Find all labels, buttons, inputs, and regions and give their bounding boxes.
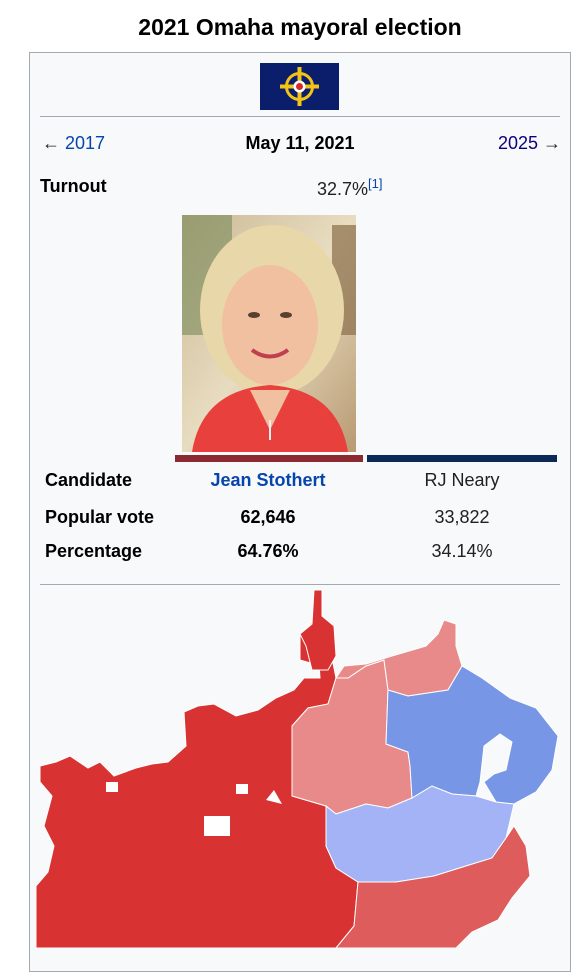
map-region-south-east — [335, 825, 531, 948]
candidate-color-bar-stothert — [175, 455, 363, 462]
map-region-north — [299, 589, 337, 671]
candidate-label: Candidate — [45, 470, 133, 490]
popular-vote-label: Popular vote — [45, 507, 155, 527]
candidate-photo[interactable] — [182, 215, 356, 452]
election-date: May 11, 2021 — [245, 133, 355, 153]
omaha-flag-icon[interactable] — [260, 63, 339, 110]
percentage-label: Percentage — [45, 541, 143, 561]
previous-election-link[interactable]: ← 2017 — [42, 133, 105, 154]
turnout-label: Turnout — [40, 176, 107, 196]
candidate-name-neary: RJ Neary — [424, 470, 500, 490]
turnout-percent: 32.7% — [317, 179, 369, 199]
map-region-light-red-ne — [335, 619, 463, 697]
reference-link[interactable]: [1] — [368, 176, 383, 191]
percentage-stothert: 64.76% — [237, 541, 299, 561]
arrow-left-icon: ← — [42, 133, 60, 153]
results-map[interactable] — [36, 586, 564, 948]
previous-year[interactable]: 2017 — [65, 133, 106, 153]
next-election-link[interactable]: 2025 → — [498, 133, 561, 154]
turnout-value: 32.7%[1] — [317, 176, 383, 200]
map-region-west — [36, 615, 359, 948]
candidate-color-bar-neary — [367, 455, 557, 462]
votes-stothert: 62,646 — [240, 507, 296, 527]
divider — [40, 116, 560, 117]
candidate-name-stothert[interactable]: Jean Stothert — [210, 470, 326, 490]
next-year[interactable]: 2025 — [497, 133, 538, 153]
votes-neary: 33,822 — [434, 507, 490, 527]
page-title: 2021 Omaha mayoral election — [138, 14, 462, 40]
arrow-right-icon: → — [543, 133, 561, 153]
percentage-neary: 34.14% — [431, 541, 493, 561]
divider — [40, 584, 560, 585]
